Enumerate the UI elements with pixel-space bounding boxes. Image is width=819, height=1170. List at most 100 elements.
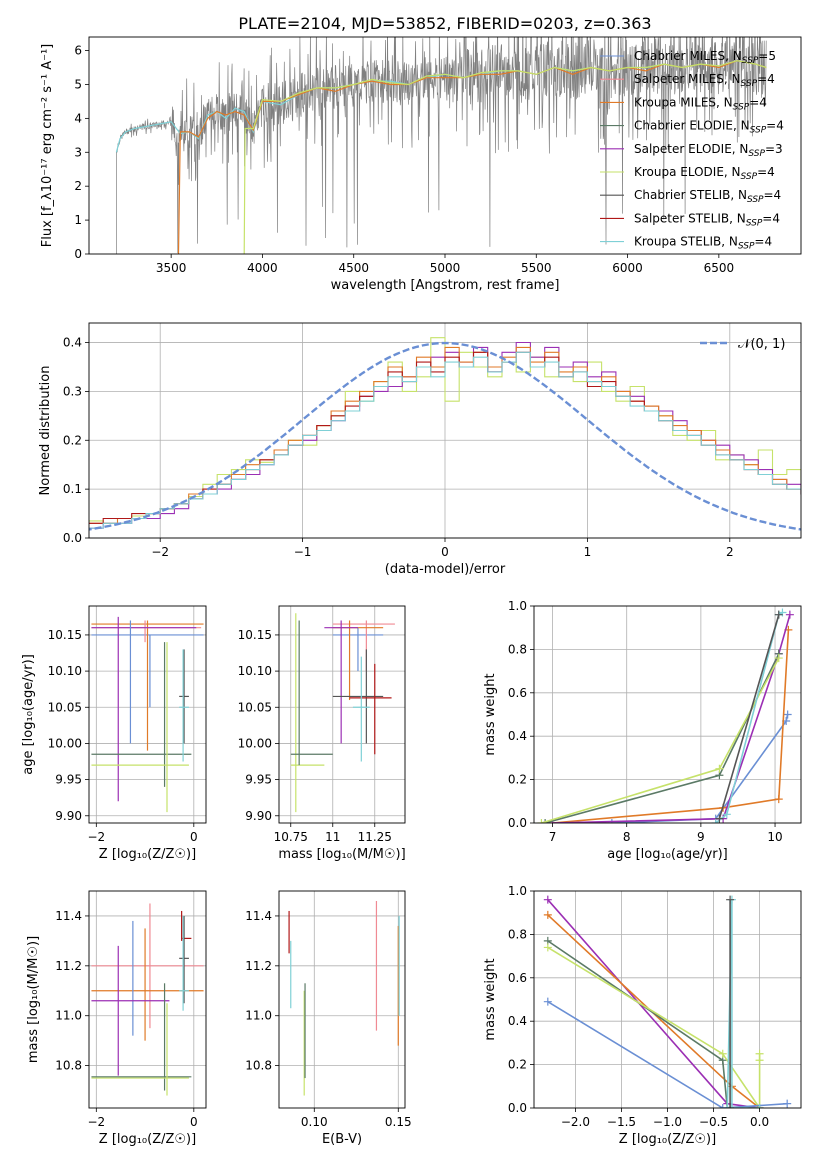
y-tick-label: 0.3 [63, 384, 82, 398]
y-tick-label: 9.90 [245, 809, 272, 823]
error-cross [179, 915, 189, 1011]
y-tick-label: 10.10 [238, 664, 272, 678]
x-tick-label: 0.0 [750, 1115, 769, 1129]
x-tick-label: 0 [441, 545, 449, 559]
x-tick-label: 10.75 [274, 830, 308, 844]
data-point [607, 819, 616, 823]
data-point [783, 710, 792, 719]
axes-frame [88, 322, 802, 539]
x-tick-label: 5000 [430, 261, 461, 275]
x-tick-label: 7 [549, 830, 557, 844]
data-point [755, 1056, 764, 1065]
legend-entry: Salpeter MILES, NSSP=4 [634, 72, 775, 89]
plot-area [543, 895, 792, 1108]
y-tick-label: 10.00 [48, 736, 82, 750]
y-tick-label: 9.95 [55, 773, 82, 787]
y-tick-label: 0.0 [508, 816, 527, 830]
legend-entry: Kroupa MILES, NSSP=4 [634, 95, 767, 112]
error-cross [179, 649, 189, 744]
y-tick-label: 10.8 [245, 1059, 272, 1073]
data-point [718, 1049, 727, 1058]
y-tick-label: 0.4 [508, 1014, 527, 1028]
data-point [783, 1099, 792, 1108]
y-tick-label: 11.0 [55, 1009, 82, 1023]
data-point [722, 810, 731, 819]
x-tick-label: 0 [190, 1115, 198, 1129]
error-cross [290, 620, 333, 766]
error-cross [91, 928, 204, 1041]
x-tick-label: 0 [190, 830, 198, 844]
weight-line [611, 714, 789, 823]
x-axis-label: Z [log₁₀(Z/Z☉)] [99, 847, 196, 862]
data-point [727, 1104, 736, 1108]
y-tick-label: 0.2 [508, 1058, 527, 1072]
x-axis-label: Z [log₁₀(Z/Z☉)] [619, 1132, 716, 1147]
axes-frame [88, 890, 207, 1109]
plot-area [91, 903, 204, 1096]
error-cross [91, 983, 192, 1091]
y-tick-label: 11.0 [245, 1009, 272, 1023]
weight-line [718, 614, 780, 819]
y-tick-label: 10.05 [238, 700, 272, 714]
grid [534, 605, 801, 824]
data-point [715, 814, 724, 823]
x-tick-label: 3500 [156, 261, 187, 275]
y-tick-label: 10.10 [48, 664, 82, 678]
data-point [537, 819, 546, 823]
data-point [543, 943, 552, 952]
y-tick-label: 10.8 [55, 1059, 82, 1073]
panel-weight_vs_Z: −2.0 −1.5 −1.0 −0.5 0.0 0.0 0.2 0.4 0.6 0.8 1.0 Z [… [483, 884, 802, 1147]
y-tick-label: 0.8 [508, 927, 527, 941]
x-tick-label: 10 [767, 830, 782, 844]
data-point [543, 997, 552, 1006]
legend-entry: Chabrier STELIB, NSSP=4 [634, 188, 781, 205]
x-tick-label: 6000 [612, 261, 643, 275]
data-point [718, 1104, 727, 1108]
plot-area [91, 616, 204, 813]
error-cross [91, 903, 204, 1029]
legend-entry: 𝒩(0, 1) [738, 337, 785, 352]
y-tick-label: 3 [74, 145, 82, 159]
legend-entry: Kroupa ELODIE, NSSP=4 [634, 165, 775, 182]
y-axis-label: Normed distribution [38, 366, 53, 496]
x-axis-label: (data-model)/error [385, 562, 506, 577]
grid [279, 891, 405, 1108]
histogram-step [89, 341, 801, 529]
model-spectrum-line [177, 60, 767, 254]
error-cross [332, 627, 384, 672]
panel-spectrum: 3500 4000 4500 5000 5500 6000 6500 0 1 2 3 4 5 6 wavel… [40, 36, 802, 293]
y-tick-label: 11.4 [245, 909, 272, 923]
axes-frame [278, 890, 406, 1109]
plot-area [89, 337, 801, 531]
figure-title: PLATE=2104, MJD=53852, FIBERID=0203, z=0… [238, 14, 651, 33]
data-point [711, 819, 720, 823]
x-tick-label: 4000 [247, 261, 278, 275]
y-tick-label: 2 [74, 179, 82, 193]
y-tick-label: 1.0 [508, 884, 527, 898]
y-tick-label: 0.0 [63, 531, 82, 545]
y-tick-label: 0.4 [508, 729, 527, 743]
x-tick-label: 4500 [338, 261, 369, 275]
x-tick-label: 0.15 [385, 1115, 412, 1129]
y-tick-label: 5 [74, 77, 82, 91]
data-point [774, 654, 783, 663]
axes-frame [88, 36, 802, 255]
grid [89, 891, 206, 1108]
weight-line [552, 614, 791, 823]
grid [279, 606, 405, 823]
y-tick-label: 0.4 [63, 336, 82, 350]
x-tick-label: −1 [294, 545, 312, 559]
grid [534, 890, 801, 1109]
x-tick-label: 2 [726, 545, 734, 559]
weight-line [726, 899, 760, 1108]
data-point [774, 610, 783, 619]
x-tick-label: 9 [697, 830, 705, 844]
weight-line [541, 657, 780, 823]
y-tick-label: 11.2 [245, 959, 272, 973]
y-tick-label: 10.15 [48, 628, 82, 642]
y-tick-label: 0.1 [63, 482, 82, 496]
data-point [778, 608, 787, 617]
error-cross [91, 642, 192, 787]
x-tick-label: −2 [151, 545, 169, 559]
